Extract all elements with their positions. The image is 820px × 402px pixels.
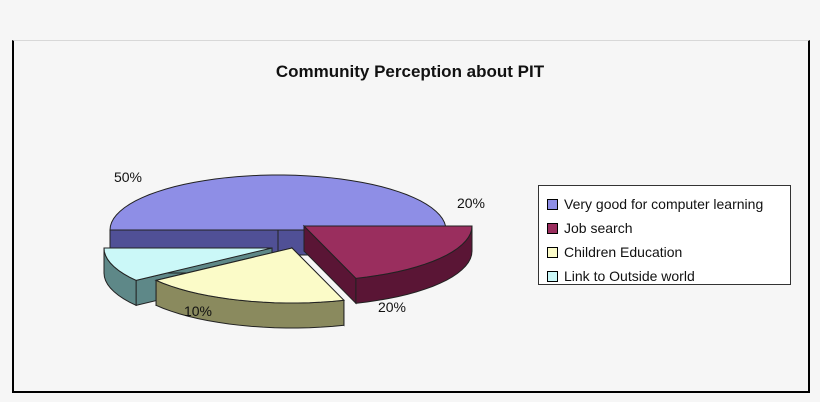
pie-slice bbox=[154, 246, 346, 329]
legend-swatch bbox=[547, 198, 558, 210]
pie-slice bbox=[302, 224, 473, 305]
slice-percent-label: 50% bbox=[114, 169, 142, 185]
legend-item: Link to Outside world bbox=[547, 264, 790, 288]
slice-percent-label: 10% bbox=[184, 303, 212, 319]
legend-swatch bbox=[547, 270, 558, 282]
legend-label: Very good for computer learning bbox=[564, 196, 764, 212]
chart-legend: Very good for computer learning Job sear… bbox=[538, 185, 791, 285]
chart-title: Community Perception about PIT bbox=[275, 62, 545, 81]
legend-item: Children Education bbox=[547, 240, 790, 264]
slice-percent-label: 20% bbox=[457, 195, 485, 211]
legend-swatch bbox=[547, 222, 558, 234]
legend-label: Link to Outside world bbox=[564, 268, 695, 284]
legend-label: Children Education bbox=[564, 244, 683, 260]
legend-swatch bbox=[547, 246, 558, 258]
legend-label: Job search bbox=[564, 220, 633, 236]
slice-percent-label: 20% bbox=[378, 299, 406, 315]
legend-item: Very good for computer learning bbox=[547, 192, 790, 216]
legend-item: Job search bbox=[547, 216, 790, 240]
